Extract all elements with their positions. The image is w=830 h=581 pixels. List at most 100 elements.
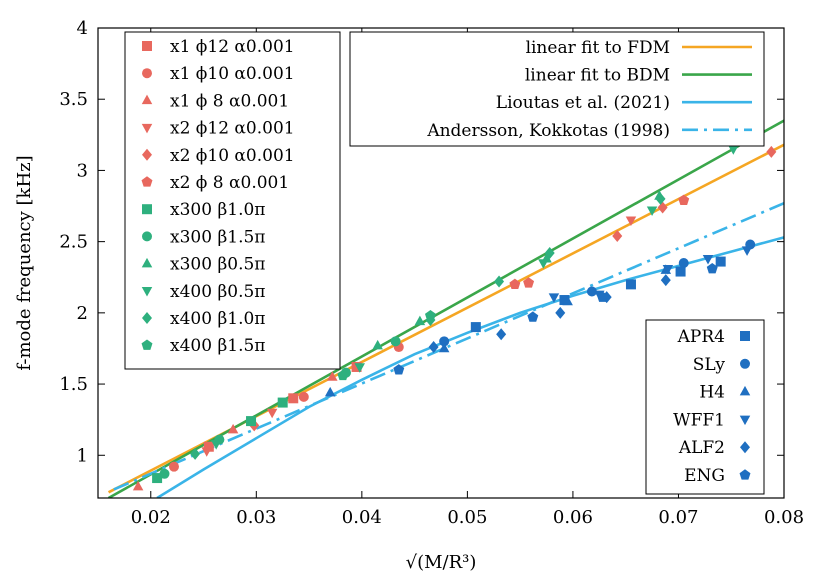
data-point: [555, 306, 566, 319]
data-point: [393, 364, 405, 375]
x-tick-label: 0.04: [342, 507, 382, 528]
data-point: [538, 259, 549, 269]
legend-label: Lioutas et al. (2021): [496, 93, 670, 113]
data-point: [496, 328, 507, 341]
x-tick-label: 0.07: [658, 507, 698, 528]
y-tick-label: 4: [77, 18, 88, 39]
data-point: [702, 254, 714, 265]
legend-label: linear fit to BDM: [525, 66, 670, 86]
data-point: [586, 286, 597, 297]
data-point: [766, 145, 777, 158]
data-point: [548, 293, 560, 303]
legend-marker: [142, 204, 152, 215]
legend-label: x400 β0.5π: [170, 282, 265, 302]
data-point: [715, 256, 726, 267]
legend-label: WFF1: [673, 410, 725, 430]
y-tick-label: 3.5: [59, 89, 88, 110]
data-point: [662, 264, 674, 275]
legend-marker: [142, 41, 152, 51]
data-point: [612, 229, 623, 242]
data-point: [390, 336, 401, 347]
data-point: [152, 473, 163, 484]
data-point: [201, 447, 212, 457]
legend-fdm: x1 ϕ12 α0.001 x1 ϕ10 α0.001 x1 ϕ 8 α0.001 x…: [124, 31, 341, 370]
data-point: [706, 262, 718, 274]
data-point: [625, 216, 637, 227]
legend-label: x1 ϕ10 α0.001: [170, 64, 295, 84]
x-tick-label: 0.06: [553, 507, 593, 528]
y-tick-label: 1: [77, 445, 88, 466]
legend-marker: [740, 331, 750, 341]
legend-marker: [141, 176, 153, 187]
data-point: [210, 440, 222, 450]
y-tick-label: 2: [77, 303, 88, 324]
x-tick-label: 0.03: [236, 507, 276, 528]
series-line: [113, 201, 784, 491]
legend-marker: [142, 148, 152, 161]
legend-marker: [141, 123, 153, 134]
data-point: [728, 145, 739, 155]
legend-label: x2 ϕ 8 α0.001: [170, 173, 289, 193]
data-point: [168, 461, 179, 472]
data-point: [246, 416, 257, 427]
data-point: [327, 371, 338, 381]
x-tick-label: 0.02: [131, 507, 171, 528]
legend-fits: linear fit to FDM linear fit to BDM Liouta…: [349, 31, 765, 147]
data-point: [190, 447, 201, 460]
data-point: [597, 291, 608, 302]
legend-marker: [142, 231, 152, 242]
data-point: [655, 192, 666, 205]
data-point: [678, 194, 690, 205]
plot-frame: [97, 27, 785, 499]
data-point: [678, 258, 689, 268]
data-point: [227, 423, 239, 434]
legend-label: ALF2: [678, 438, 725, 458]
data-point: [203, 441, 214, 452]
x-axis-label: √(M/R³): [406, 552, 477, 573]
legend-eos: APR4 SLy H4 WFF1 ALF2 ENG: [645, 319, 765, 495]
data-point: [372, 339, 383, 350]
data-point: [414, 315, 426, 326]
series-line: [156, 236, 784, 498]
legend-label: SLy: [693, 355, 726, 375]
data-point: [277, 397, 288, 408]
data-point: [266, 408, 278, 419]
data-point: [132, 480, 144, 491]
legend-label: x300 β1.5π: [170, 227, 265, 247]
legend-marker: [740, 358, 750, 369]
data-point: [646, 206, 658, 217]
data-point: [741, 246, 753, 256]
data-point: [494, 275, 505, 288]
x-tick-label: 0.08: [764, 507, 804, 528]
legend-marker: [141, 287, 153, 297]
legend-marker: [141, 94, 153, 105]
legend-marker: [739, 415, 751, 426]
x-tick-label: 0.05: [447, 507, 487, 528]
data-point: [424, 309, 436, 321]
data-point: [562, 295, 573, 306]
data-point: [527, 311, 539, 322]
legend-marker: [739, 385, 751, 396]
legend-label: Andersson, Kokkotas (1998): [426, 121, 670, 141]
legend-label: ENG: [684, 466, 725, 486]
data-point: [660, 274, 671, 287]
legend-marker: [142, 312, 152, 324]
legend-marker: [740, 441, 750, 454]
data-point: [337, 369, 349, 381]
legend-marker: [141, 339, 153, 350]
data-point: [657, 201, 668, 214]
data-point: [159, 468, 170, 479]
legend-label: x2 ϕ12 α0.001: [170, 119, 295, 139]
legend-label: x1 ϕ 8 α0.001: [170, 91, 289, 111]
y-tick-label: 2.5: [59, 232, 88, 253]
axis-ticks: 0.02 0.03 0.04 0.05 0.06 0.07 0.08 1 1.5 2 2.5 3 3.5…: [59, 18, 804, 528]
data-point: [298, 391, 309, 402]
legend-label: linear fit to FDM: [526, 38, 670, 58]
legend-label: x400 β1.5π: [170, 336, 265, 356]
data-point: [428, 341, 439, 354]
legend-label: x2 ϕ10 α0.001: [170, 146, 295, 166]
legend-label: x300 β0.5π: [170, 255, 265, 275]
data-point: [324, 386, 336, 397]
data-point: [675, 266, 686, 277]
data-point: [625, 279, 636, 290]
